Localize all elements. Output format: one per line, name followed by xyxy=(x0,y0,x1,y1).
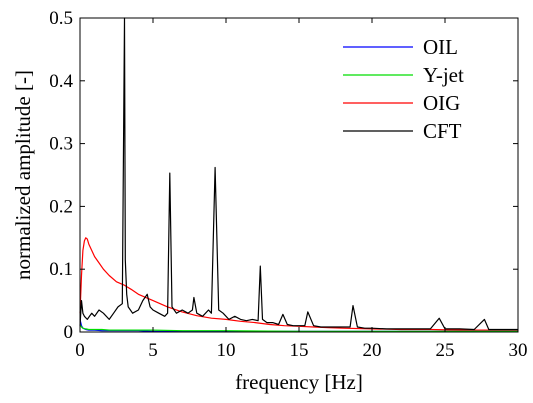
legend-label-y-jet: Y-jet xyxy=(423,63,464,87)
y-tick-label: 0.1 xyxy=(49,259,73,280)
y-tick-label: 0.5 xyxy=(49,8,73,29)
series-line-y-jet xyxy=(79,324,518,332)
legend: OIL Y-jet OIG CFT xyxy=(343,35,464,143)
x-tick-label: 20 xyxy=(363,340,382,361)
x-axis-label: frequency [Hz] xyxy=(235,370,363,394)
x-tick-label: 25 xyxy=(436,340,455,361)
series-line-oig xyxy=(79,237,518,331)
y-tick-label: 0 xyxy=(64,322,74,343)
legend-label-oig: OIG xyxy=(423,91,460,115)
x-tick-label: 10 xyxy=(217,340,236,361)
y-tick-label: 0.4 xyxy=(49,71,73,92)
legend-label-cft: CFT xyxy=(423,119,462,143)
y-tick-label: 0.2 xyxy=(49,196,73,217)
y-axis-label: normalized amplitude [-] xyxy=(11,70,35,280)
legend-label-oil: OIL xyxy=(423,35,458,59)
x-tick-label: 5 xyxy=(148,340,158,361)
x-tick-label: 0 xyxy=(75,340,85,361)
x-tick-label: 30 xyxy=(509,340,528,361)
tick-layer: 0 5 10 15 20 25 30 0 0.1 0.2 0.3 0.4 0.5 xyxy=(49,8,527,361)
y-tick-label: 0.3 xyxy=(49,134,73,155)
x-tick-label: 15 xyxy=(290,340,309,361)
